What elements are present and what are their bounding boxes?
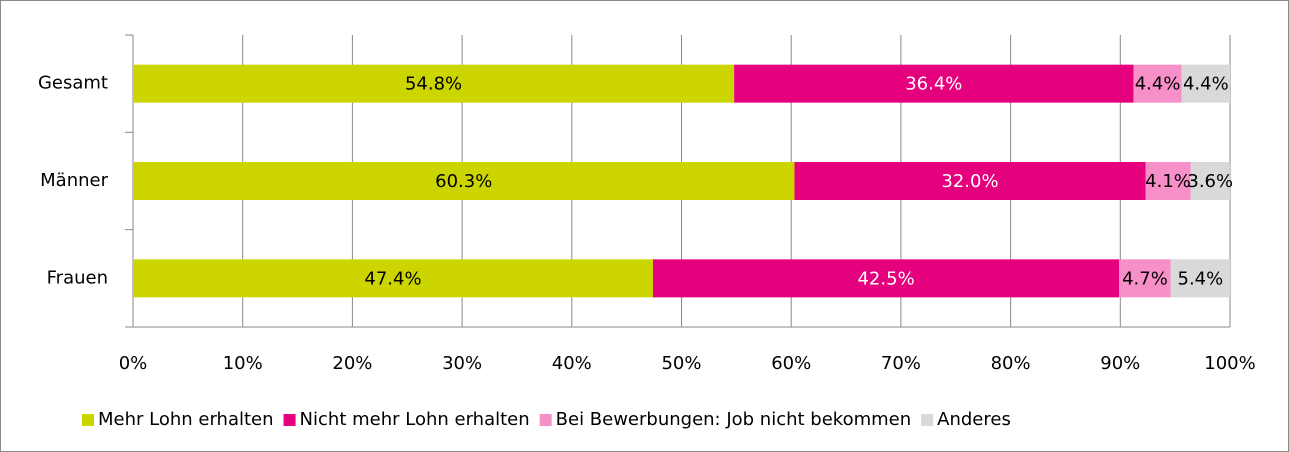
bar-segment	[1170, 259, 1230, 298]
value-label: 4.1%	[1145, 171, 1191, 192]
bar-segment	[1133, 64, 1182, 103]
value-label: 36.4%	[905, 74, 962, 95]
legend-label: Mehr Lohn erhalten	[98, 409, 274, 430]
bar-segment	[1181, 64, 1230, 103]
bar-segment	[133, 64, 735, 103]
bar-segment	[652, 259, 1120, 298]
x-tick-label: 90%	[1100, 353, 1140, 374]
legend-swatch	[921, 414, 934, 426]
y-tick-label: Gesamt	[38, 73, 108, 94]
x-tick-label: 80%	[991, 353, 1031, 374]
x-tick-label: 10%	[223, 353, 263, 374]
legend-swatch	[82, 414, 94, 426]
bar-segment	[133, 259, 653, 298]
bar-segment	[794, 162, 1146, 200]
bar-segment	[1145, 162, 1191, 200]
value-label: 60.3%	[435, 171, 492, 192]
y-tick-label: Frauen	[47, 267, 108, 288]
value-label: 4.4%	[1183, 74, 1229, 95]
value-label: 54.8%	[405, 74, 462, 95]
bar-segment	[734, 64, 1134, 103]
x-tick-label: 50%	[661, 353, 701, 374]
bar-segment	[1119, 259, 1171, 298]
legend-label: Nicht mehr Lohn erhalten	[300, 409, 530, 430]
value-label: 42.5%	[857, 268, 914, 289]
y-tick-label: Männer	[40, 170, 108, 191]
value-label: 5.4%	[1178, 268, 1224, 289]
bar-segment	[133, 162, 795, 200]
legend-label: Bei Bewerbungen: Job nicht bekommen	[556, 409, 912, 430]
legend-swatch	[539, 414, 552, 426]
value-label: 32.0%	[941, 171, 998, 192]
x-tick-label: 30%	[442, 353, 482, 374]
value-label: 4.7%	[1122, 268, 1168, 289]
bar-segment	[1190, 162, 1230, 200]
x-tick-label: 40%	[552, 353, 592, 374]
value-label: 47.4%	[364, 268, 421, 289]
x-tick-label: 0%	[119, 353, 148, 374]
x-tick-label: 20%	[332, 353, 372, 374]
legend-swatch	[283, 414, 296, 426]
value-label: 3.6%	[1187, 171, 1233, 192]
value-label: 4.4%	[1135, 74, 1181, 95]
legend-label: Anderes	[937, 409, 1011, 430]
x-tick-label: 60%	[771, 353, 811, 374]
x-tick-label: 70%	[881, 353, 921, 374]
x-tick-label: 100%	[1204, 353, 1255, 374]
